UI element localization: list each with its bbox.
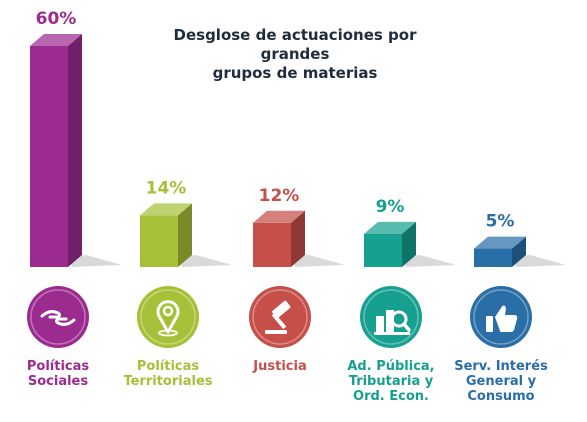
bar-side [402,221,416,267]
bar-top [140,203,192,216]
chart-title: Desglose de actuaciones por grandes grup… [173,26,417,82]
bar-shadow [402,255,456,267]
bar [253,222,291,267]
bar-side [68,34,82,267]
bar [140,215,178,267]
bar-side [178,203,192,267]
bar-shadow [68,255,122,267]
bar-group [364,221,456,267]
category-label: Justicia [253,359,307,374]
location-pin-icon [137,286,199,348]
bar-group [253,210,345,267]
bar-shadow [291,255,345,267]
bar-group [140,203,232,267]
bar [30,46,68,267]
bar-side [512,236,526,267]
bar-value-label: 14% [146,178,187,198]
bar [364,233,402,267]
bar-shadow [178,255,232,267]
category-label: Políticas Territoriales [123,359,213,389]
category-label: Políticas Sociales [26,359,90,389]
bar-group [474,236,566,267]
bar-value-label: 5% [486,212,515,232]
category-label: Ad. Pública, Tributaria y Ord. Econ. [347,359,435,404]
bar-group [30,34,122,267]
buildings-magnifier-icon [360,286,422,348]
bar-value-label: 60% [36,9,77,29]
bar-top [474,236,526,249]
bar [474,248,512,267]
bar-top [253,210,305,223]
bar-top [364,221,416,234]
bar-value-label: 9% [376,197,405,217]
bar-side [291,210,305,267]
bar-top [30,34,82,46]
bar-value-label: 12% [259,186,300,206]
category-label: Serv. Interés General y Consumo [454,359,548,404]
gavel-icon [249,286,311,348]
bar-shadow [512,255,566,267]
thumbs-up-icon [470,286,532,348]
helping-hands-icon [27,286,89,348]
